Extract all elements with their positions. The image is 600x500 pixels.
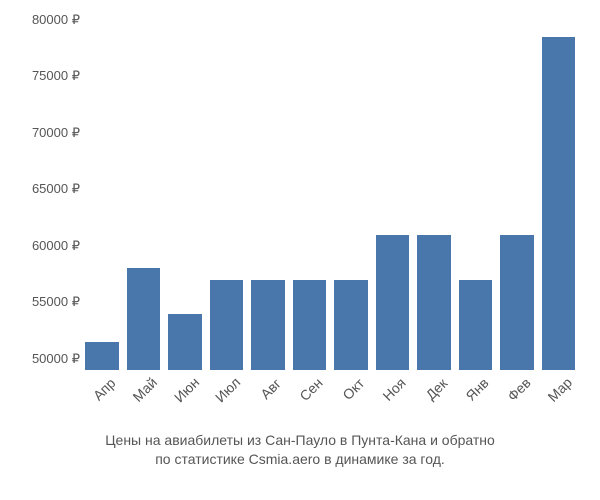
bar-slot	[85, 20, 119, 370]
bar	[251, 280, 285, 370]
x-tick-label: Фев	[504, 375, 534, 405]
y-tick-label: 65000 ₽	[32, 181, 80, 197]
x-tick-label: Янв	[463, 375, 492, 404]
bar	[334, 280, 368, 370]
y-tick-label: 55000 ₽	[32, 294, 80, 310]
bar-slot	[459, 20, 493, 370]
bar-slot	[251, 20, 285, 370]
x-tick-label: Ноя	[380, 375, 409, 404]
x-tick-label: Авг	[257, 375, 284, 402]
x-tick-label: Июн	[171, 374, 202, 405]
x-tick-label: Май	[130, 374, 161, 405]
x-tick-label: Апр	[90, 375, 119, 404]
bar-slot	[127, 20, 161, 370]
bar-slot	[417, 20, 451, 370]
x-tick-label: Сен	[297, 375, 326, 404]
x-tick-label: Окт	[339, 375, 367, 403]
bar-slot	[168, 20, 202, 370]
x-tick-label: Июл	[212, 374, 243, 405]
bar	[293, 280, 327, 370]
bar	[210, 280, 244, 370]
x-tick-label: Мар	[545, 374, 576, 405]
bar	[127, 268, 161, 370]
bar	[376, 235, 410, 370]
bar-slot	[210, 20, 244, 370]
bars-group	[85, 20, 575, 370]
y-tick-label: 75000 ₽	[32, 68, 80, 84]
bar-slot	[334, 20, 368, 370]
plot-area: 50000 ₽55000 ₽60000 ₽65000 ₽70000 ₽75000…	[85, 20, 575, 370]
x-tick-label: Дек	[422, 375, 450, 403]
bar	[417, 235, 451, 370]
y-tick-label: 70000 ₽	[32, 125, 80, 141]
caption-line-1: Цены на авиабилеты из Сан-Пауло в Пунта-…	[105, 432, 495, 448]
y-axis: 50000 ₽ 55000 ₽ 60000 ₽ 65000 ₽ 70000 ₽ 75000…	[15, 20, 80, 370]
bar-slot	[542, 20, 576, 370]
y-tick-label: 60000 ₽	[32, 238, 80, 254]
chart-caption: Цены на авиабилеты из Сан-Пауло в Пунта-…	[0, 431, 600, 470]
bar	[500, 235, 534, 370]
y-tick-label: 50000 ₽	[32, 351, 80, 367]
bar	[168, 314, 202, 370]
bar-slot	[293, 20, 327, 370]
bar	[459, 280, 493, 370]
caption-line-2: по статистике Csmia.aero в динамике за г…	[155, 451, 445, 467]
chart-container: 50000 ₽ 55000 ₽ 60000 ₽ 65000 ₽ 70000 ₽ 75000…	[0, 0, 600, 500]
bar	[542, 37, 576, 370]
bar	[85, 342, 119, 370]
y-tick-label: 80000 ₽	[32, 12, 80, 28]
bar-slot	[500, 20, 534, 370]
bar-slot	[376, 20, 410, 370]
